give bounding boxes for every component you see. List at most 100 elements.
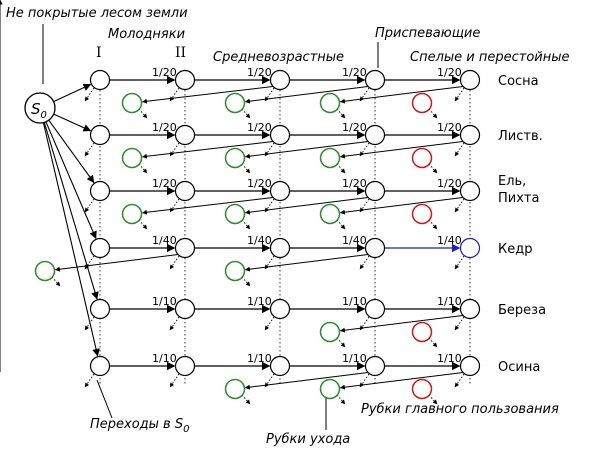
rate-label-r0-c4: 1/20 <box>437 66 462 79</box>
state-node-r2-c2 <box>269 180 291 202</box>
thinning-node-r0-c3 <box>319 92 341 114</box>
cutting-return-r5-c4 <box>428 394 438 405</box>
cutting-return-r2-c4 <box>428 219 438 230</box>
thinning-return-r0-c3 <box>336 108 346 119</box>
state-node-r1-c2 <box>269 124 291 146</box>
state-node-r0-c3 <box>364 69 386 91</box>
s0-node <box>24 92 56 124</box>
thinning-return-r5-c2 <box>241 394 251 405</box>
species-label-r2: Ель, Пихта <box>498 174 539 206</box>
species-label-r3: Кедр <box>498 242 532 257</box>
thinning-arrow-r0-c2 <box>244 85 373 104</box>
rate-label-r5-c2: 1/10 <box>247 352 272 365</box>
thinning-return-r1-c3 <box>336 163 346 174</box>
s0-arrow-row-3 <box>45 121 97 240</box>
state-node-r0-c0 <box>89 69 111 91</box>
rate-label-r2-c4: 1/20 <box>437 177 462 190</box>
rate-label-r3-c1: 1/40 <box>152 234 177 247</box>
thinning-arrow-r2-c2 <box>244 196 373 215</box>
unforested-label: Не покрытые лесом земли <box>6 6 188 21</box>
thinning-node-r1-c3 <box>319 147 341 169</box>
rate-label-r4-c4: 1/10 <box>437 295 462 308</box>
state-node-r5-c2 <box>269 355 291 377</box>
state-node-r0-c2 <box>269 69 291 91</box>
rate-label-r2-c3: 1/20 <box>342 177 367 190</box>
state-node-r4-c1 <box>174 298 196 320</box>
state-node-r1-c0 <box>89 124 111 146</box>
thinning-return-r2-c3 <box>336 219 346 230</box>
exit-arrow-r4-c1 <box>169 316 180 331</box>
mature-label: Спелые и перестойные <box>410 50 570 65</box>
exit-arrow-r5-c2 <box>264 373 275 388</box>
thinning-return-r3-c2 <box>241 276 251 287</box>
state-node-r4-c0 <box>89 298 111 320</box>
rate-label-r4-c1: 1/10 <box>152 295 177 308</box>
thinning-arrow-r2-c3 <box>339 196 468 215</box>
exit-arrow-r3-c3 <box>359 255 370 270</box>
state-node-r4-c2 <box>269 298 291 320</box>
exit-arrow-r2-c1 <box>169 198 180 213</box>
exit-arrow-r5-c4 <box>454 373 465 388</box>
exit-arrow-r0-c3 <box>359 87 370 102</box>
rate-label-r1-c1: 1/20 <box>152 121 177 134</box>
node-layer: Сосна Листв. Ель, Пихта Кедр Береза Осина <box>34 69 546 400</box>
cutting-node-r1-c4 <box>411 147 433 169</box>
rate-label-r0-c1: 1/20 <box>152 66 177 79</box>
exit-arrow-r1-c1 <box>169 142 180 157</box>
s0-arrow-row-5 <box>42 122 100 357</box>
rate-label-r2-c1: 1/20 <box>152 177 177 190</box>
thinning-return-r1-c1 <box>138 163 148 174</box>
thinning-node-r1-c2 <box>224 147 246 169</box>
transitions-label: Переходы в S0 <box>90 417 189 435</box>
state-node-r0-c1 <box>174 69 196 91</box>
thinning-return-r1-c2 <box>241 163 251 174</box>
s0-arrow-row-2 <box>48 119 95 184</box>
thinning-node-r2-c3 <box>319 203 341 225</box>
thinning-node-r2-c1 <box>121 203 143 225</box>
state-node-r1-c1 <box>174 124 196 146</box>
state-node-r3-c0 <box>89 237 111 259</box>
exit-arrow-r3-c1 <box>169 255 180 270</box>
thinning-label: Рубки ухода <box>266 432 350 447</box>
state-node-r3-c4 <box>459 237 481 259</box>
thinning-return-r0-c2 <box>241 108 251 119</box>
main-cutting-label: Рубки главного пользования <box>361 402 559 417</box>
exit-arrow-r0-c2 <box>264 87 275 102</box>
cutting-node-r2-c4 <box>411 203 433 225</box>
thinning-arrow-r2-c1 <box>141 196 278 215</box>
cutting-node-r0-c4 <box>411 92 433 114</box>
state-node-r1-c3 <box>364 124 386 146</box>
s0-arrow-row-4 <box>43 122 99 300</box>
exit-arrow-r1-c4 <box>454 142 465 157</box>
species-label-r1: Листв. <box>498 129 543 144</box>
exit-arrow-r5-c3 <box>359 373 370 388</box>
young-ii-label: II <box>175 45 186 61</box>
exit-arrow-r2-c0 <box>84 198 95 213</box>
state-node-r4-c4 <box>459 298 481 320</box>
thinning-node-r2-c2 <box>224 203 246 225</box>
state-node-r5-c1 <box>174 355 196 377</box>
rate-label-r5-c4: 1/10 <box>437 352 462 365</box>
state-node-r3-c3 <box>364 237 386 259</box>
thinning-node-r0-c2 <box>224 92 246 114</box>
thinning-node-r4-c3 <box>319 321 341 343</box>
exit-arrow-r2-c3 <box>359 198 370 213</box>
middle-age-label: Средневозрастные <box>213 50 344 65</box>
exit-arrow-r0-c0 <box>84 87 95 102</box>
rate-label-r0-c3: 1/20 <box>342 66 367 79</box>
edge-layer: 1/20 1/20 1/20 1/20 1/20 1/20 1/20 1/20 1/20 1/20… <box>0 0 471 430</box>
thinning-arrow-r1-c2 <box>244 140 373 159</box>
thinning-node-r5-c2 <box>224 378 246 400</box>
thinning-arrow-r1-c3 <box>339 140 468 159</box>
thinning-return-r4-c3 <box>336 337 346 348</box>
exit-arrow-r0-c1 <box>169 87 180 102</box>
rate-label-r1-c2: 1/20 <box>247 121 272 134</box>
thinning-arrow-r3-c2 <box>244 253 373 272</box>
rate-label-r5-c3: 1/10 <box>342 352 367 365</box>
rate-label-r4-c2: 1/10 <box>247 295 272 308</box>
state-node-r2-c1 <box>174 180 196 202</box>
s0-arrow-row-1 <box>53 113 92 132</box>
thinning-return-r0-c1 <box>138 108 148 119</box>
young-i-label: I <box>96 45 102 61</box>
